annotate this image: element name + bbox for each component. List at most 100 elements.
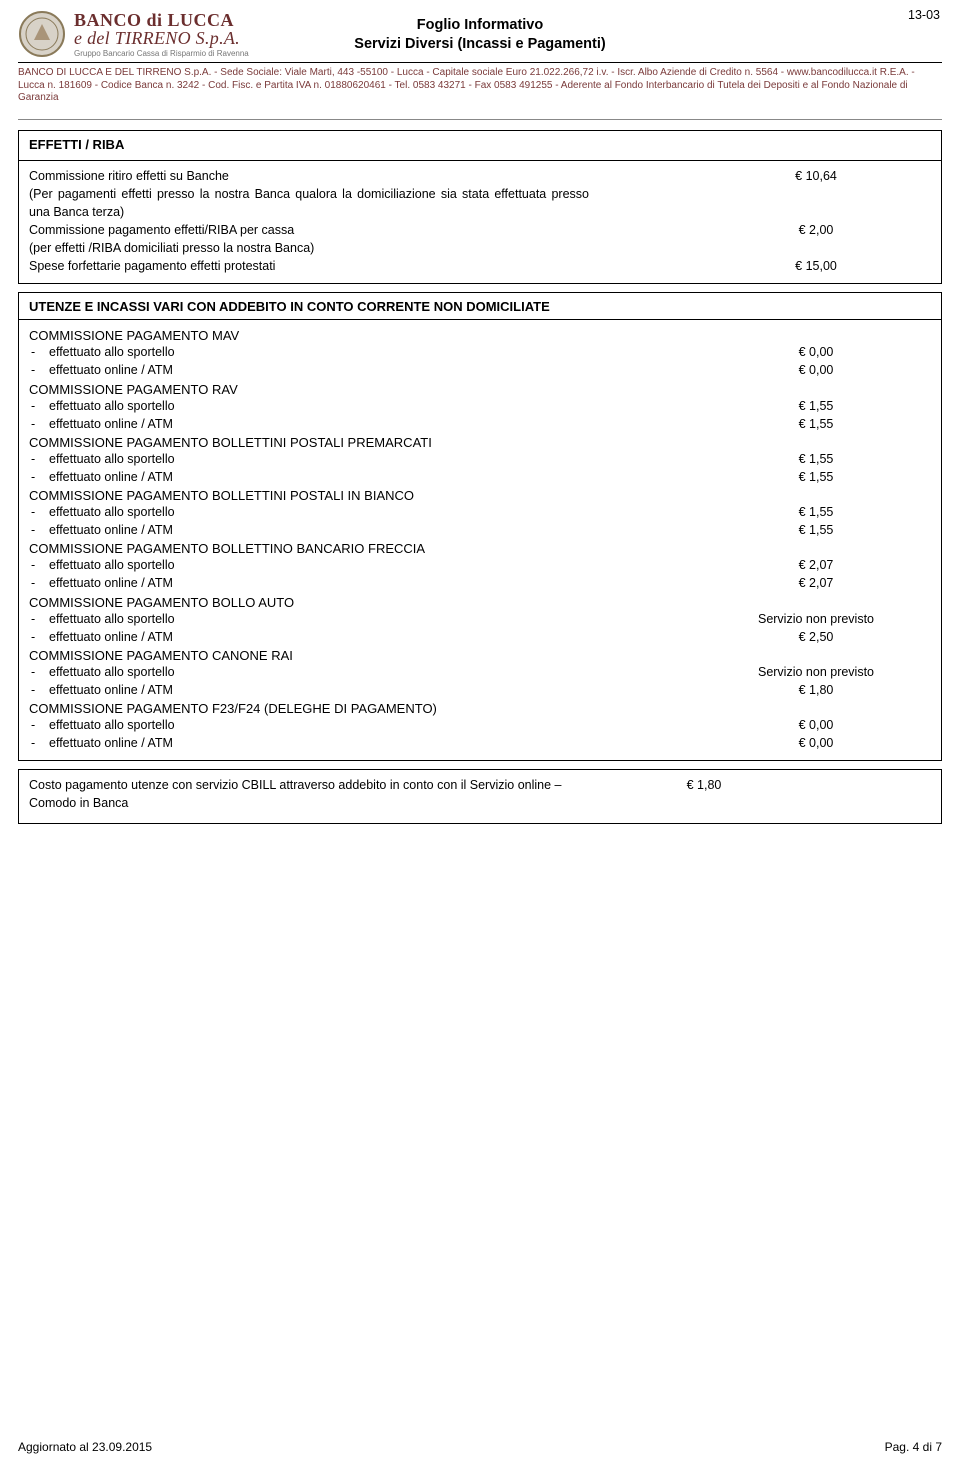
list-item: -effettuato online / ATM€ 2,50 xyxy=(19,628,941,646)
item-label: effettuato allo sportello xyxy=(49,716,701,734)
item-value: € 1,55 xyxy=(701,468,931,486)
bullet-dash: - xyxy=(29,343,49,361)
item-label: effettuato online / ATM xyxy=(49,521,701,539)
item-label: effettuato online / ATM xyxy=(49,734,701,752)
list-item: -effettuato allo sportello€ 0,00 xyxy=(19,716,941,734)
table-row: Commissione ritiro effetti su Banche€ 10… xyxy=(19,167,941,185)
group-heading: COMMISSIONE PAGAMENTO MAV xyxy=(19,326,941,343)
list-item: -effettuato allo sportello€ 1,55 xyxy=(19,503,941,521)
table-row: Spese forfettarie pagamento effetti prot… xyxy=(19,257,941,275)
title-line2: Servizi Diversi (Incassi e Pagamenti) xyxy=(354,35,605,54)
row-value: € 10,64 xyxy=(701,167,931,185)
item-label: effettuato allo sportello xyxy=(49,610,701,628)
item-label: effettuato online / ATM xyxy=(49,681,701,699)
bullet-dash: - xyxy=(29,610,49,628)
item-label: effettuato allo sportello xyxy=(49,450,701,468)
bank-seal-icon xyxy=(18,10,66,58)
box3-value: € 1,80 xyxy=(589,776,819,812)
list-item: -effettuato allo sportello€ 1,55 xyxy=(19,397,941,415)
bullet-dash: - xyxy=(29,574,49,592)
bullet-dash: - xyxy=(29,681,49,699)
item-value: € 1,55 xyxy=(701,397,931,415)
footer-page: Pag. 4 di 7 xyxy=(885,1440,942,1454)
item-label: effettuato online / ATM xyxy=(49,574,701,592)
item-label: effettuato online / ATM xyxy=(49,415,701,433)
box-cbill: Costo pagamento utenze con servizio CBIL… xyxy=(18,769,942,823)
brand-line3: Gruppo Bancario Cassa di Risparmio di Ra… xyxy=(74,50,249,58)
bullet-dash: - xyxy=(29,663,49,681)
page-header: BANCO di LUCCA e del TIRRENO S.p.A. Grup… xyxy=(0,0,960,105)
table-row: (per effetti /RIBA domiciliati presso la… xyxy=(19,239,941,257)
row-value xyxy=(589,185,819,221)
item-value: € 2,07 xyxy=(701,556,931,574)
list-item: -effettuato allo sportelloServizio non p… xyxy=(19,610,941,628)
item-value: € 1,55 xyxy=(701,415,931,433)
item-value: € 0,00 xyxy=(701,361,931,379)
list-item: -effettuato online / ATM€ 1,55 xyxy=(19,521,941,539)
item-value: € 1,55 xyxy=(701,450,931,468)
item-value: € 2,50 xyxy=(701,628,931,646)
item-value: € 1,55 xyxy=(701,521,931,539)
title-line1: Foglio Informativo xyxy=(354,16,605,35)
list-item: -effettuato online / ATM€ 1,80 xyxy=(19,681,941,699)
brand-line2: e del TIRRENO S.p.A. xyxy=(74,29,249,47)
list-item: -effettuato allo sportello€ 1,55 xyxy=(19,450,941,468)
table-row: (Per pagamenti effetti presso la nostra … xyxy=(19,185,941,221)
item-value: € 1,80 xyxy=(701,681,931,699)
list-item: -effettuato online / ATM€ 0,00 xyxy=(19,734,941,752)
bullet-dash: - xyxy=(29,450,49,468)
row-label: (Per pagamenti effetti presso la nostra … xyxy=(29,185,589,221)
item-value: € 0,00 xyxy=(701,734,931,752)
row-label: Commissione pagamento effetti/RIBA per c… xyxy=(29,221,701,239)
item-label: effettuato allo sportello xyxy=(49,556,701,574)
box-utenze-incassi: UTENZE E INCASSI VARI CON ADDEBITO IN CO… xyxy=(18,292,942,761)
item-label: effettuato allo sportello xyxy=(49,397,701,415)
item-label: effettuato online / ATM xyxy=(49,361,701,379)
box2-title: UTENZE E INCASSI VARI CON ADDEBITO IN CO… xyxy=(19,297,941,317)
bullet-dash: - xyxy=(29,415,49,433)
group-heading: COMMISSIONE PAGAMENTO F23/F24 (DELEGHE D… xyxy=(19,699,941,716)
item-value: € 0,00 xyxy=(701,343,931,361)
box-effetti-riba: EFFETTI / RIBA Commissione ritiro effett… xyxy=(18,130,942,285)
list-item: -effettuato allo sportello€ 2,07 xyxy=(19,556,941,574)
bullet-dash: - xyxy=(29,716,49,734)
item-label: effettuato online / ATM xyxy=(49,468,701,486)
group-heading: COMMISSIONE PAGAMENTO CANONE RAI xyxy=(19,646,941,663)
group-heading: COMMISSIONE PAGAMENTO BOLLETTINO BANCARI… xyxy=(19,539,941,556)
bullet-dash: - xyxy=(29,468,49,486)
legal-text: BANCO DI LUCCA E DEL TIRRENO S.p.A. - Se… xyxy=(18,67,942,105)
bullet-dash: - xyxy=(29,361,49,379)
row-label: Commissione ritiro effetti su Banche xyxy=(29,167,701,185)
list-item: -effettuato allo sportelloServizio non p… xyxy=(19,663,941,681)
bullet-dash: - xyxy=(29,556,49,574)
table-row: Commissione pagamento effetti/RIBA per c… xyxy=(19,221,941,239)
row-value: € 15,00 xyxy=(701,257,931,275)
list-item: -effettuato online / ATM€ 0,00 xyxy=(19,361,941,379)
document-title: Foglio Informativo Servizi Diversi (Inca… xyxy=(354,16,605,54)
item-label: effettuato allo sportello xyxy=(49,663,701,681)
bullet-dash: - xyxy=(29,503,49,521)
page-footer: Aggiornato al 23.09.2015 Pag. 4 di 7 xyxy=(18,1440,942,1454)
list-item: -effettuato online / ATM€ 1,55 xyxy=(19,415,941,433)
row-label: Spese forfettarie pagamento effetti prot… xyxy=(29,257,701,275)
group-heading: COMMISSIONE PAGAMENTO RAV xyxy=(19,380,941,397)
bullet-dash: - xyxy=(29,734,49,752)
bullet-dash: - xyxy=(29,397,49,415)
item-value: € 1,55 xyxy=(701,503,931,521)
item-value: Servizio non previsto xyxy=(701,610,931,628)
brand-logo-area: BANCO di LUCCA e del TIRRENO S.p.A. Grup… xyxy=(18,10,249,58)
list-item: -effettuato allo sportello€ 0,00 xyxy=(19,343,941,361)
bullet-dash: - xyxy=(29,521,49,539)
row-value xyxy=(701,239,931,257)
list-item: -effettuato online / ATM€ 2,07 xyxy=(19,574,941,592)
item-label: effettuato allo sportello xyxy=(49,503,701,521)
group-heading: COMMISSIONE PAGAMENTO BOLLETTINI POSTALI… xyxy=(19,486,941,503)
row-label: (per effetti /RIBA domiciliati presso la… xyxy=(29,239,701,257)
box3-label: Costo pagamento utenze con servizio CBIL… xyxy=(29,776,589,812)
box1-title: EFFETTI / RIBA xyxy=(19,135,941,158)
list-item: -effettuato online / ATM€ 1,55 xyxy=(19,468,941,486)
item-label: effettuato allo sportello xyxy=(49,343,701,361)
footer-date: Aggiornato al 23.09.2015 xyxy=(18,1440,152,1454)
row-value: € 2,00 xyxy=(701,221,931,239)
item-value: € 0,00 xyxy=(701,716,931,734)
